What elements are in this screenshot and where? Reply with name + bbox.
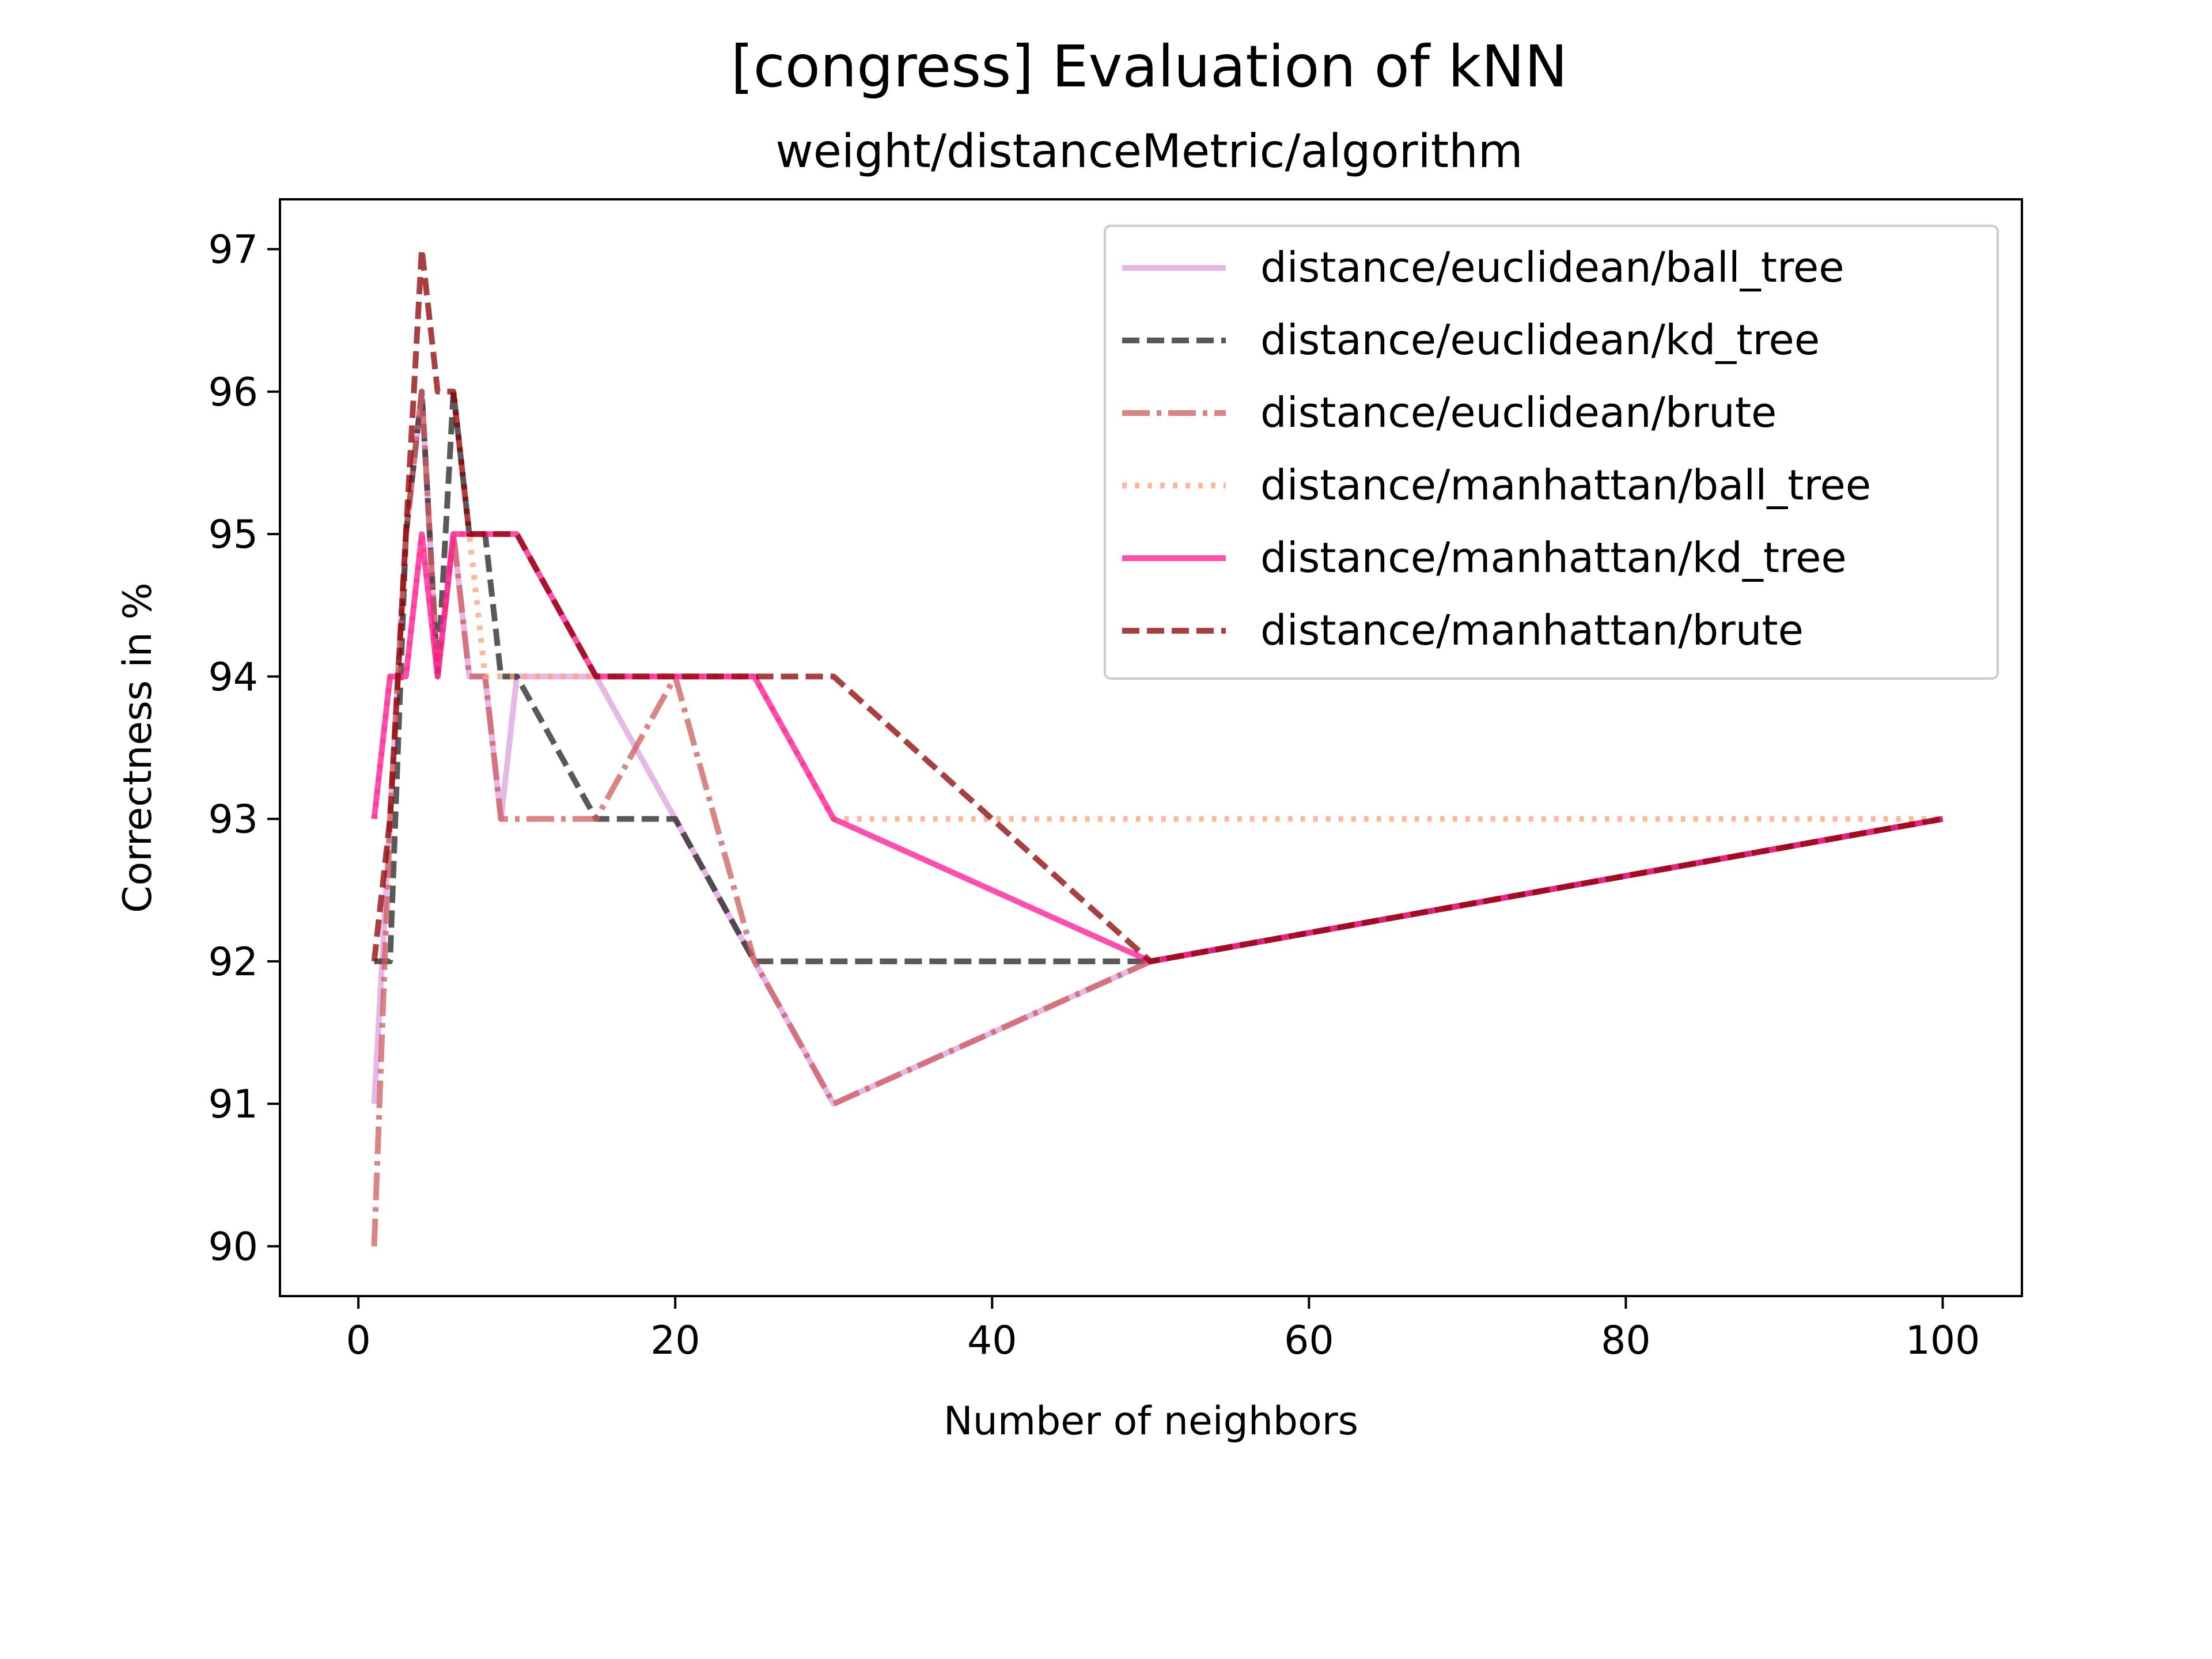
- y-tick-label: 97: [208, 228, 258, 273]
- legend-label: distance/manhattan/kd_tree: [1260, 533, 1847, 582]
- x-tick-label: 80: [1601, 1318, 1651, 1363]
- y-tick-label: 96: [208, 370, 258, 415]
- legend: distance/euclidean/ball_tree distance/euc…: [1104, 225, 1999, 680]
- y-tick-label: 94: [208, 654, 258, 700]
- y-axis: 90 91 92 93 94 95 96 97: [208, 228, 280, 1270]
- x-axis-label: Number of neighbors: [944, 1399, 1358, 1444]
- legend-label: distance/euclidean/kd_tree: [1260, 316, 1820, 364]
- series-line-5: [371, 531, 1944, 964]
- series-line-2: [374, 388, 1944, 964]
- series-line-3: [371, 388, 1944, 1247]
- x-tick-label: 40: [967, 1318, 1017, 1363]
- plot-area-frame: [279, 198, 2023, 1297]
- y-tick-label: 91: [208, 1082, 258, 1127]
- legend-frame: [1104, 225, 1999, 680]
- chart-subtitle: weight/distanceMetric/algorithm: [775, 124, 1522, 178]
- x-tick-label: 100: [1906, 1318, 1980, 1363]
- legend-label: distance/euclidean/ball_tree: [1260, 243, 1844, 291]
- series-line-6: [371, 246, 1944, 964]
- x-tick-label: 60: [1284, 1318, 1334, 1363]
- x-tick-label: 0: [346, 1318, 371, 1363]
- y-tick-label: 92: [208, 940, 258, 985]
- legend-label: distance/manhattan/ball_tree: [1260, 461, 1871, 509]
- chart-title: [congress] Evaluation of kNN: [731, 33, 1568, 100]
- x-tick-label: 20: [650, 1318, 700, 1363]
- y-tick-label: 93: [208, 797, 258, 843]
- y-axis-label: Correctness in %: [115, 582, 161, 913]
- y-tick-label: 90: [208, 1224, 258, 1270]
- x-axis: 0 20 40 60 80 100: [346, 1296, 1980, 1363]
- legend-label: distance/euclidean/brute: [1260, 388, 1777, 437]
- legend-label: distance/manhattan/brute: [1260, 606, 1804, 654]
- series-layer: [371, 246, 1944, 1247]
- y-tick-label: 95: [208, 512, 258, 558]
